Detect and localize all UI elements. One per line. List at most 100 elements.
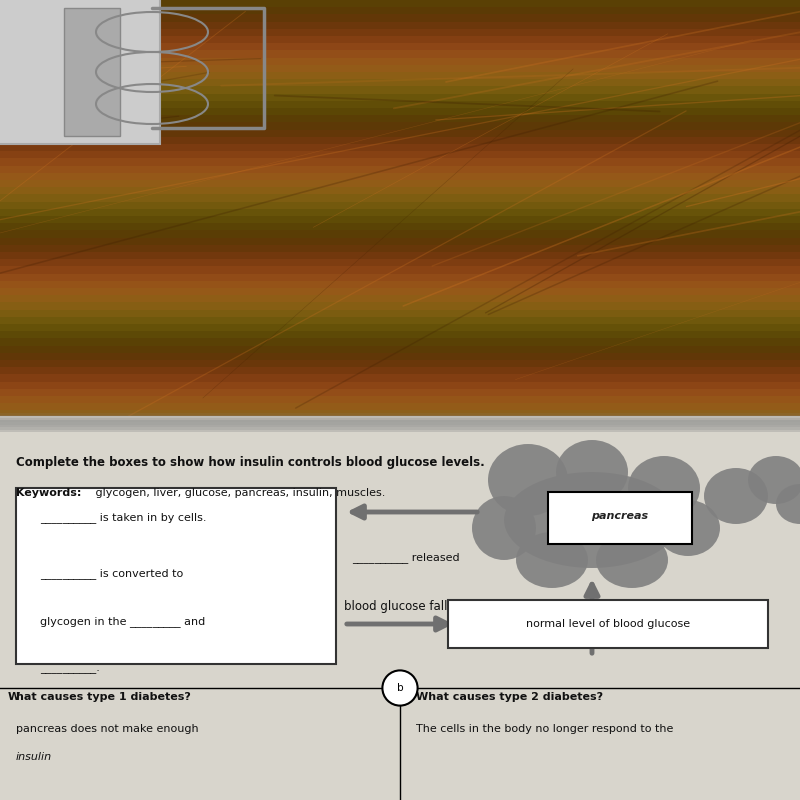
Text: W: W	[8, 692, 20, 702]
Bar	[0, 42, 800, 50]
FancyBboxPatch shape	[0, 420, 800, 432]
Text: The cells in the body no longer respond to the: The cells in the body no longer respond …	[416, 724, 674, 734]
Bar	[0, 92, 800, 101]
Bar	[0, 222, 800, 230]
Bar	[0, 214, 800, 223]
Bar	[0, 56, 800, 65]
Bar	[0, 373, 800, 382]
Ellipse shape	[556, 440, 628, 504]
Bar	[0, 27, 800, 36]
Bar	[0, 0, 800, 7]
Bar	[0, 150, 800, 158]
Bar	[0, 294, 800, 302]
Bar	[0, 330, 800, 338]
Bar	[0, 229, 800, 238]
Bar	[0, 380, 800, 389]
Text: Complete the boxes to show how insulin controls blood glucose levels.: Complete the boxes to show how insulin c…	[16, 456, 485, 469]
Bar	[0, 99, 800, 108]
Bar	[0, 135, 800, 144]
Text: pancreas does not make enough: pancreas does not make enough	[16, 724, 202, 734]
FancyBboxPatch shape	[0, 418, 800, 430]
Text: Keywords:: Keywords:	[16, 488, 82, 498]
Bar	[0, 308, 800, 317]
Text: normal level of blood glucose: normal level of blood glucose	[526, 619, 690, 629]
Bar	[0, 236, 800, 245]
Bar	[0, 279, 800, 288]
Bar	[0, 394, 800, 403]
Ellipse shape	[516, 532, 588, 588]
Bar	[0, 423, 800, 432]
Bar	[0, 186, 800, 194]
Ellipse shape	[776, 484, 800, 524]
Bar	[0, 171, 800, 180]
FancyBboxPatch shape	[0, 416, 800, 800]
FancyBboxPatch shape	[64, 8, 120, 136]
Bar	[0, 78, 800, 86]
Bar	[0, 49, 800, 58]
Bar	[0, 121, 800, 130]
Bar	[0, 337, 800, 346]
Bar	[0, 70, 800, 79]
Bar	[0, 301, 800, 310]
Ellipse shape	[596, 532, 668, 588]
Ellipse shape	[748, 456, 800, 504]
Bar	[0, 416, 800, 425]
Bar	[0, 157, 800, 166]
Text: __________ is converted to: __________ is converted to	[40, 568, 183, 579]
Bar	[0, 114, 800, 122]
Ellipse shape	[628, 456, 700, 520]
Bar	[0, 63, 800, 72]
Text: insulin: insulin	[16, 752, 52, 762]
FancyBboxPatch shape	[0, 415, 800, 427]
Text: glycogen in the _________ and: glycogen in the _________ and	[40, 616, 206, 627]
Bar	[0, 200, 800, 209]
Bar	[0, 142, 800, 151]
Text: blood glucose falls: blood glucose falls	[344, 600, 454, 613]
Bar	[0, 402, 800, 410]
Bar	[0, 85, 800, 94]
Circle shape	[382, 670, 418, 706]
Bar	[0, 322, 800, 331]
Bar	[0, 265, 800, 274]
Text: pancreas: pancreas	[591, 511, 649, 521]
Bar	[0, 286, 800, 295]
Text: __________ released: __________ released	[352, 552, 460, 563]
Bar	[0, 106, 800, 115]
Bar	[0, 6, 800, 14]
Text: __________.: __________.	[40, 664, 100, 674]
Bar	[0, 272, 800, 281]
FancyBboxPatch shape	[0, 413, 800, 425]
Ellipse shape	[472, 496, 536, 560]
Bar	[0, 315, 800, 324]
Text: glycogen, liver, glucose, pancreas, insulin, muscles.: glycogen, liver, glucose, pancreas, insu…	[92, 488, 386, 498]
Ellipse shape	[488, 444, 568, 516]
FancyBboxPatch shape	[16, 488, 336, 664]
Bar	[0, 128, 800, 137]
Bar	[0, 250, 800, 259]
FancyBboxPatch shape	[0, 0, 160, 144]
Bar	[0, 34, 800, 43]
Bar	[0, 13, 800, 22]
Text: b: b	[397, 683, 403, 693]
Text: hat causes type 1 diabetes?: hat causes type 1 diabetes?	[16, 692, 191, 702]
FancyBboxPatch shape	[0, 410, 800, 422]
Ellipse shape	[704, 468, 768, 524]
Bar	[0, 207, 800, 216]
FancyBboxPatch shape	[448, 600, 768, 648]
Bar	[0, 243, 800, 252]
Bar	[0, 351, 800, 360]
Ellipse shape	[504, 472, 680, 568]
Bar	[0, 258, 800, 266]
Ellipse shape	[656, 500, 720, 556]
Bar	[0, 178, 800, 187]
Bar	[0, 20, 800, 29]
Text: __________ is taken in by cells.: __________ is taken in by cells.	[40, 512, 206, 523]
Bar	[0, 366, 800, 374]
FancyBboxPatch shape	[548, 492, 692, 544]
Bar	[0, 409, 800, 418]
Bar	[0, 344, 800, 353]
Bar	[0, 387, 800, 396]
Text: What causes type 2 diabetes?: What causes type 2 diabetes?	[416, 692, 603, 702]
Bar	[0, 358, 800, 367]
Bar	[0, 164, 800, 173]
